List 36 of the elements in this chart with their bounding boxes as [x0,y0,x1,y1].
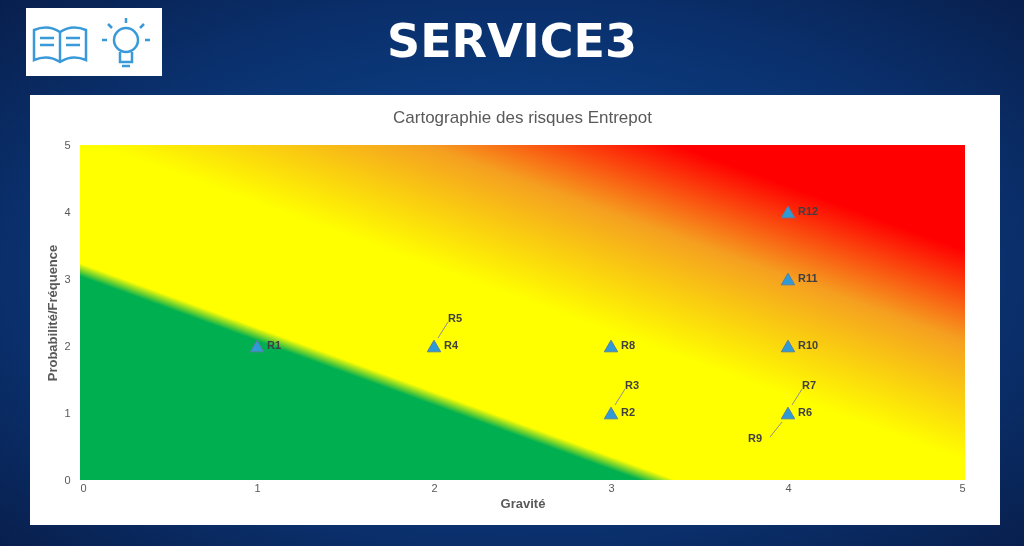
point [780,272,796,286]
annotation: R6 [798,406,813,418]
point [780,406,796,420]
text: SERVICE3 [386,14,638,68]
y-tick-label: 1 [64,406,71,419]
x-axis-title: Gravité [500,495,546,511]
annotation: R8 [621,339,636,351]
annotation: R3 [625,379,640,391]
annotation: R2 [621,406,636,418]
annotation: R10 [798,339,819,351]
annotation: R7 [802,379,817,391]
point [780,205,796,219]
x-tick-label: 4 [785,481,792,494]
x-tick-label: 5 [959,481,966,494]
y-axis-title: Probabilité/Fréquence [45,244,61,382]
y-tick-label: 5 [64,138,71,151]
point [249,339,265,353]
y-tick-label: 4 [64,205,71,218]
point [603,339,619,353]
y-tick-label: 3 [64,272,71,285]
annotation: R4 [444,339,459,351]
x-tick-label: 1 [254,481,261,494]
annotation: R12 [798,205,819,217]
x-tick-label: 3 [608,481,615,494]
annotation: R11 [798,272,818,284]
point [780,339,796,353]
y-tick-label: 0 [64,473,71,486]
point [603,406,619,420]
annotation: R9 [748,432,763,444]
x-tick-label: 0 [80,481,87,494]
point [426,339,442,353]
annotation: R1 [267,339,282,351]
annotation: R5 [448,312,463,324]
x-tick-label: 2 [431,481,438,494]
chart-title: Cartographie des risques Entrepot [393,108,653,127]
y-tick-label: 2 [64,339,71,352]
